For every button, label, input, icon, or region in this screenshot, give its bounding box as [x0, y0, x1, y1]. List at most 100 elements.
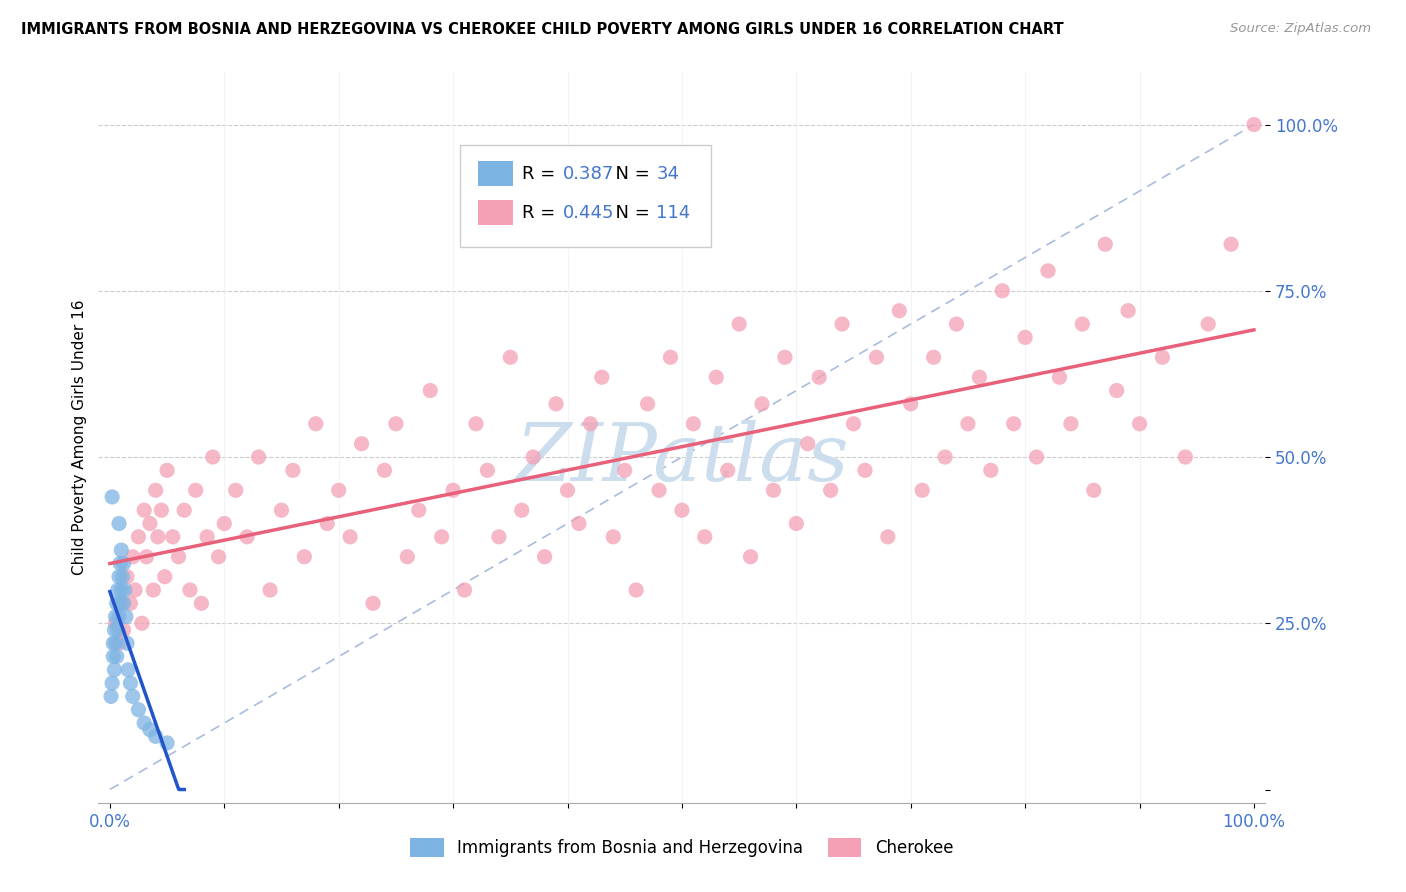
Point	[853, 463, 876, 477]
Point	[103, 636, 125, 650]
Point	[430, 530, 453, 544]
Point	[441, 483, 464, 498]
Point	[101, 676, 124, 690]
Point	[1220, 237, 1243, 252]
Point	[762, 483, 785, 498]
Point	[419, 384, 441, 398]
Point	[184, 483, 207, 498]
Point	[773, 351, 796, 365]
Point	[108, 516, 131, 531]
Point	[139, 723, 162, 737]
Point	[259, 582, 281, 597]
Point	[305, 417, 328, 431]
Point	[142, 582, 165, 597]
Point	[740, 549, 762, 564]
Point	[820, 483, 842, 498]
Point	[179, 582, 201, 597]
Text: R =: R =	[522, 204, 561, 222]
Point	[717, 463, 740, 477]
Point	[117, 663, 139, 677]
Point	[121, 690, 143, 704]
FancyBboxPatch shape	[478, 161, 513, 186]
Point	[1002, 417, 1025, 431]
Point	[111, 570, 134, 584]
Point	[115, 636, 138, 650]
Point	[281, 463, 304, 477]
Point	[112, 623, 135, 637]
Point	[911, 483, 934, 498]
Text: R =: R =	[522, 166, 561, 184]
Point	[108, 609, 131, 624]
Point	[107, 623, 129, 637]
Point	[945, 317, 967, 331]
Point	[101, 490, 124, 504]
Point	[900, 397, 922, 411]
Point	[103, 649, 125, 664]
Point	[120, 596, 142, 610]
Point	[201, 450, 224, 464]
Point	[991, 284, 1014, 298]
Point	[150, 503, 173, 517]
Point	[145, 729, 167, 743]
Point	[889, 303, 911, 318]
Point	[162, 530, 184, 544]
Point	[751, 397, 773, 411]
Point	[108, 596, 131, 610]
Point	[1060, 417, 1083, 431]
Point	[1128, 417, 1150, 431]
Point	[579, 417, 602, 431]
Point	[408, 503, 430, 517]
Point	[105, 649, 128, 664]
Point	[693, 530, 716, 544]
Text: N =: N =	[603, 204, 655, 222]
Point	[167, 549, 190, 564]
Point	[1049, 370, 1071, 384]
Point	[134, 503, 156, 517]
Point	[1083, 483, 1105, 498]
Point	[922, 351, 945, 365]
Point	[108, 636, 131, 650]
Point	[108, 557, 131, 571]
Point	[1036, 264, 1059, 278]
Point	[110, 596, 132, 610]
Point	[127, 530, 149, 544]
Point	[173, 503, 195, 517]
Point	[1094, 237, 1116, 252]
Point	[145, 483, 167, 498]
Point	[195, 530, 218, 544]
Text: Source: ZipAtlas.com: Source: ZipAtlas.com	[1230, 22, 1371, 36]
Point	[544, 397, 567, 411]
Point	[134, 716, 156, 731]
Point	[139, 516, 162, 531]
Point	[934, 450, 956, 464]
Point	[104, 616, 127, 631]
Point	[522, 450, 544, 464]
Point	[465, 417, 488, 431]
Point	[1174, 450, 1197, 464]
Point	[671, 503, 693, 517]
Point	[1152, 351, 1174, 365]
Text: N =: N =	[603, 166, 655, 184]
Point	[453, 582, 475, 597]
Point	[499, 351, 522, 365]
FancyBboxPatch shape	[478, 200, 513, 225]
Point	[292, 549, 315, 564]
Text: ZIPatlas: ZIPatlas	[515, 420, 849, 498]
Point	[127, 703, 149, 717]
Point	[602, 530, 624, 544]
Point	[624, 582, 647, 597]
FancyBboxPatch shape	[460, 145, 711, 247]
Point	[156, 736, 179, 750]
Point	[385, 417, 408, 431]
Point	[156, 463, 179, 477]
Point	[510, 503, 533, 517]
Point	[350, 436, 373, 450]
Text: 0.445: 0.445	[562, 204, 614, 222]
Point	[104, 609, 127, 624]
Point	[1071, 317, 1094, 331]
Point	[120, 676, 142, 690]
Point	[876, 530, 898, 544]
Point	[103, 623, 125, 637]
Point	[153, 570, 176, 584]
Point	[831, 317, 853, 331]
